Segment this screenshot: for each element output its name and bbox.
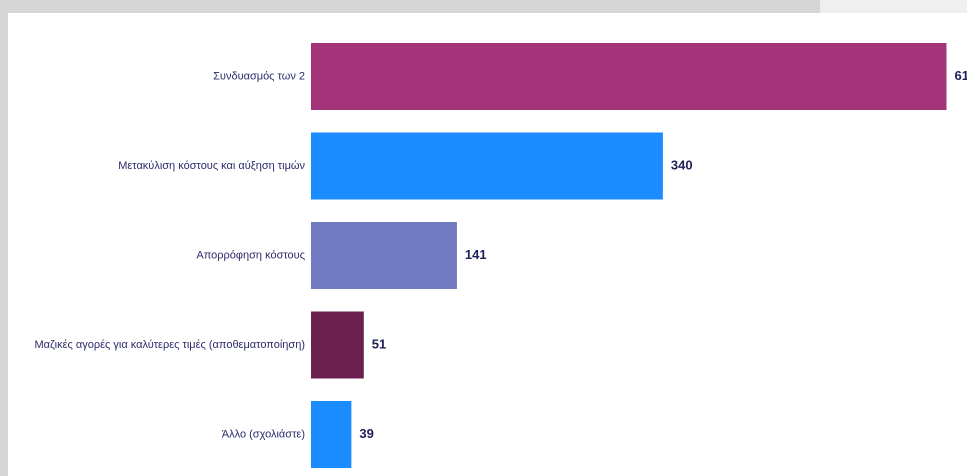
bar [311,132,663,200]
bar [311,222,457,289]
frame-strip [820,0,967,14]
bar [311,43,947,110]
category-label: Μετακύλιση κόστους και αύξηση τιμών [118,160,305,172]
category-label: Απορρόφηση κόστους [196,249,305,261]
value-label: 340 [671,157,693,172]
value-label: 39 [359,426,373,441]
bar [311,401,352,468]
category-label: Άλλο (σχολιάστε) [222,428,305,440]
category-label: Συνδυασμός των 2 [213,70,305,82]
value-label: 51 [372,336,386,351]
value-label: 614 [954,68,967,83]
bar [311,311,364,379]
value-label: 141 [465,247,487,262]
category-label: Μαζικές αγορές για καλύτερες τιμές (αποθ… [35,339,306,351]
